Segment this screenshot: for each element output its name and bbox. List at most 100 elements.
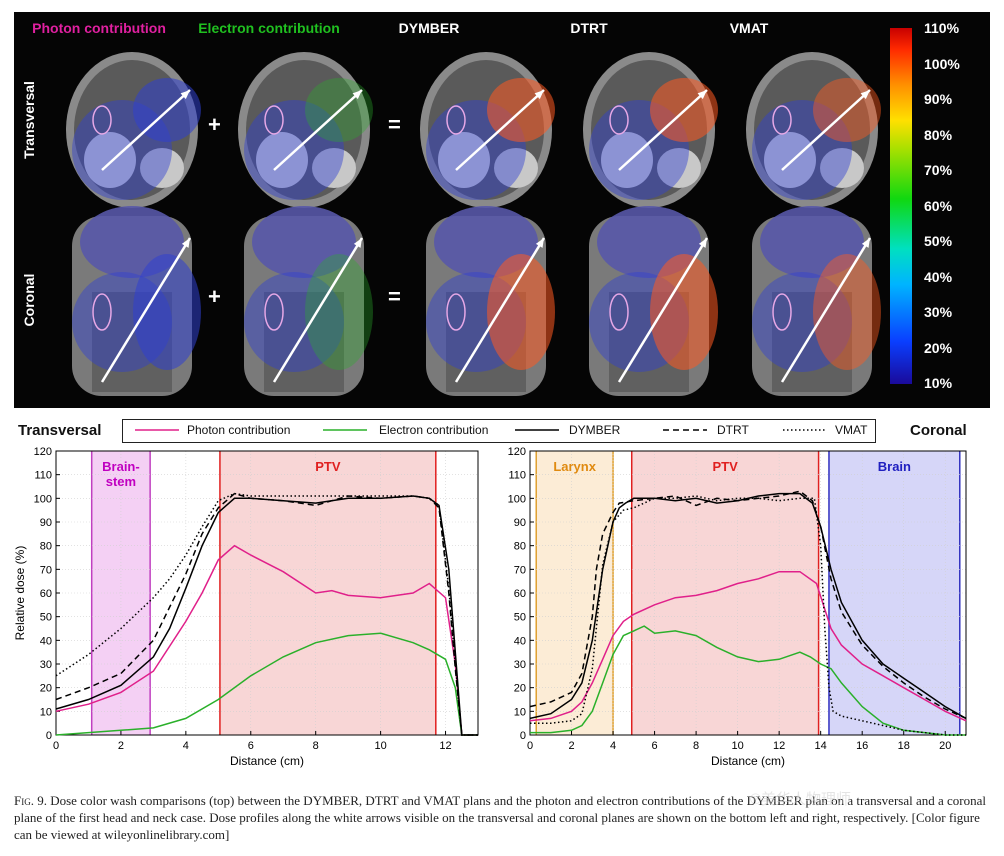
x-tick-label: 2: [568, 740, 574, 752]
y-tick-label: 30: [514, 659, 526, 671]
y-tick-label: 40: [40, 635, 52, 647]
series-line-electron-contribution: [530, 625, 966, 736]
coronal-ct-image: [589, 206, 718, 396]
plus-operator: +: [208, 284, 221, 309]
y-tick-label: 100: [508, 493, 526, 505]
chart-legend: Photon contribution Electron contributio…: [122, 419, 876, 443]
profile-arrowhead: [180, 90, 190, 100]
profile-arrow: [100, 237, 192, 383]
profile-arrow: [272, 237, 364, 383]
watermark: ℗美华人物理师: [750, 791, 852, 808]
coronal-ct-image: [426, 206, 555, 396]
x-tick-label: 8: [313, 740, 319, 752]
colorbar-tick-label: 90%: [924, 91, 953, 107]
colorbar-tick-label: 70%: [924, 162, 953, 178]
x-axis-label: Distance (cm): [711, 754, 785, 768]
y-tick-label: 50: [40, 612, 52, 624]
legend-label-vmat: VMAT: [835, 423, 868, 437]
y-tick-label: 120: [508, 446, 526, 458]
dose-wash-panel: Photon contribution Electron contributio…: [14, 12, 990, 408]
region-band: [828, 451, 960, 735]
x-tick-label: 6: [248, 740, 254, 752]
region-band: [536, 451, 614, 735]
y-tick-label: 50: [514, 612, 526, 624]
y-tick-label: 90: [514, 517, 526, 529]
y-tick-label: 80: [40, 541, 52, 553]
column-title-vmat: VMAT: [729, 20, 769, 36]
legend-label-dtrt: DTRT: [717, 423, 749, 437]
x-tick-label: 4: [183, 740, 189, 752]
x-axis-label: Distance (cm): [230, 754, 304, 768]
profile-arrow: [455, 89, 545, 171]
region-label: PTV: [315, 459, 341, 474]
y-tick-label: 120: [34, 446, 52, 458]
y-tick-label: 100: [34, 493, 52, 505]
profile-arrowhead: [353, 238, 362, 248]
colorbar-tick-label: 30%: [924, 304, 953, 320]
plus-operator: +: [208, 112, 221, 137]
profile-arrowhead: [352, 90, 362, 100]
y-tick-label: 90: [40, 517, 52, 529]
x-tick-label: 20: [939, 740, 951, 752]
y-tick-label: 110: [508, 470, 526, 482]
transversal-ct-image: [238, 52, 373, 208]
region-label: PTV: [713, 459, 739, 474]
colorbar-tick-label: 50%: [924, 233, 953, 249]
colorbar-tick-label: 40%: [924, 268, 953, 285]
y-tick-label: 70: [514, 564, 526, 576]
colorbar-tick-label: 60%: [924, 197, 953, 214]
x-tick-label: 2: [118, 740, 124, 752]
x-tick-label: 10: [374, 740, 386, 752]
series-line-dymber: [529, 492, 967, 720]
profile-arrowhead: [535, 238, 544, 248]
y-tick-label: 20: [514, 683, 526, 695]
x-tick-label: 12: [439, 740, 451, 752]
dose-profile-transversal: Brain-stemPTV010203040506070809010011012…: [13, 446, 479, 768]
transversal-ct-image: [583, 52, 718, 208]
y-tick-label: 80: [514, 541, 526, 553]
caption-text: Dose color wash comparisons (top) betwee…: [14, 793, 986, 842]
series-line-photon-contribution: [529, 570, 967, 722]
series-line-dtrt: [529, 490, 967, 720]
profile-arrowhead: [861, 238, 870, 248]
profile-arrow: [273, 89, 363, 171]
y-tick-label: 70: [40, 564, 52, 576]
x-tick-label: 12: [773, 740, 785, 752]
figure-label: Fig. 9.: [14, 793, 47, 808]
profile-arrow: [617, 237, 709, 383]
colorbar-tick-label: 80%: [924, 126, 953, 143]
x-tick-label: 18: [898, 740, 910, 752]
colorbar-tick-label: 100%: [924, 55, 960, 72]
colorbar-tick-label: 20%: [924, 339, 953, 356]
colorbar-tick-label: 10%: [924, 375, 953, 391]
coronal-ct-image: [244, 206, 373, 396]
column-title-dymber: DYMBER: [398, 20, 460, 36]
y-tick-label: 60: [40, 588, 52, 600]
x-tick-label: 6: [652, 740, 658, 752]
legend-label-dymber: DYMBER: [569, 423, 621, 437]
series-line-electron-contribution: [55, 632, 478, 736]
x-tick-label: 16: [856, 740, 868, 752]
x-tick-label: 8: [693, 740, 699, 752]
y-tick-label: 30: [40, 659, 52, 671]
profile-arrow: [454, 237, 546, 383]
profile-arrow: [780, 237, 872, 383]
x-tick-label: 10: [731, 740, 743, 752]
region-band: [219, 451, 436, 735]
x-tick-label: 0: [527, 740, 533, 752]
dose-profile-coronal: Larynx PTV Brain01020304050607080901001101…: [508, 446, 967, 768]
dose-colorbar: [890, 28, 912, 384]
y-tick-label: 40: [514, 635, 526, 647]
profile-arrowhead: [698, 238, 707, 248]
profile-arrowhead: [534, 90, 544, 100]
profile-arrowhead: [860, 90, 870, 100]
column-title-dtrt: DTRT: [570, 20, 608, 36]
left-plot-title: Transversal: [18, 422, 102, 439]
equals-operator: =: [388, 284, 401, 309]
column-title-electron: Electron contribution: [198, 20, 340, 36]
series-line-photon-contribution: [55, 544, 478, 736]
profile-arrow: [101, 89, 191, 171]
profile-arrowhead: [697, 90, 707, 100]
column-title-photon: Photon contribution: [32, 20, 166, 36]
region-label: Brain: [878, 459, 911, 474]
